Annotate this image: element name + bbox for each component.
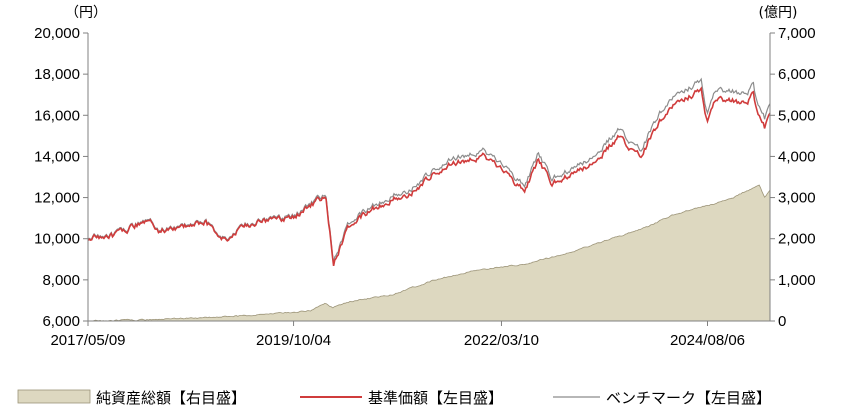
left-tick-label: 8,000 <box>42 272 80 289</box>
legend-swatch-net-assets <box>17 389 91 404</box>
price-lines-layer <box>87 77 771 267</box>
right-tick-label: 5,000 <box>778 107 816 124</box>
legend-label-nav: 基準価額【左目盛】 <box>368 389 503 407</box>
x-tick-label: 2017/05/09 <box>50 332 125 349</box>
right-tick-label: 7,000 <box>778 25 816 42</box>
x-tick-label: 2024/08/06 <box>670 332 745 349</box>
left-tick-label: 20,000 <box>34 25 80 42</box>
right-tick-label: 0 <box>778 313 786 330</box>
net-assets-area <box>88 184 771 322</box>
right-axis-unit: (億円) <box>759 5 798 21</box>
nav-line <box>87 86 771 267</box>
x-tick-label: 2022/03/10 <box>464 332 539 349</box>
right-tick-label: 3,000 <box>778 190 816 207</box>
left-tick-label: 16,000 <box>34 107 80 124</box>
legend: 純資産総額【右目盛】 基準価額【左目盛】 ベンチマーク【左目盛】 <box>17 389 771 407</box>
right-tick-label: 2,000 <box>778 231 816 248</box>
x-tick-label: 2019/10/04 <box>256 332 331 349</box>
left-tick-label: 12,000 <box>34 190 80 207</box>
left-tick-label: 6,000 <box>42 313 80 330</box>
left-axis-unit: （円） <box>65 5 107 21</box>
benchmark-line <box>87 77 771 263</box>
left-tick-label: 14,000 <box>34 148 80 165</box>
legend-label-benchmark: ベンチマーク【左目盛】 <box>606 389 771 407</box>
right-tick-label: 6,000 <box>778 66 816 83</box>
left-tick-label: 10,000 <box>34 231 80 248</box>
right-tick-label: 1,000 <box>778 272 816 289</box>
legend-label-net-assets: 純資産総額【右目盛】 <box>96 389 246 407</box>
axes: 6,000 8,000 10,000 12,000 14,000 16,000 18,000… <box>34 25 815 349</box>
net-assets-area-layer <box>88 184 771 322</box>
left-tick-label: 18,000 <box>34 66 80 83</box>
right-tick-label: 4,000 <box>778 148 816 165</box>
